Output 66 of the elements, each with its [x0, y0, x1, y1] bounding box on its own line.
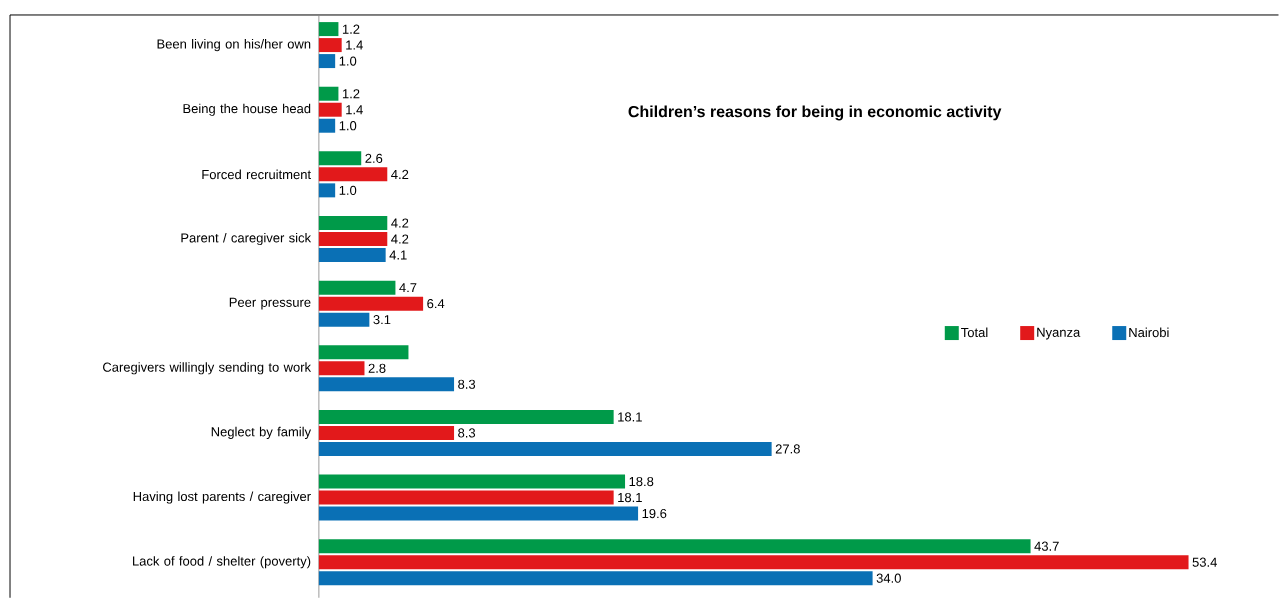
- data-label: 43.7: [1034, 541, 1059, 551]
- data-label: 3.1: [373, 314, 391, 325]
- y-tick-label: Forced recruitment: [202, 169, 311, 180]
- data-label: 18.1: [618, 492, 642, 503]
- bar: [318, 167, 388, 182]
- y-tick-label: Been living on his/her own: [157, 38, 311, 52]
- bar: [318, 231, 388, 246]
- bar: [318, 409, 614, 424]
- bar: [318, 215, 388, 230]
- bar: [318, 247, 386, 262]
- data-label: 18.8: [629, 476, 654, 487]
- y-tick-label: Caregivers willingly sending to work: [103, 362, 312, 375]
- bar: [318, 102, 342, 117]
- legend-label: Nairobi: [1129, 327, 1169, 338]
- bar: [318, 571, 873, 586]
- data-label: 8.3: [458, 379, 476, 389]
- y-tick-label: Peer pressure: [229, 297, 311, 310]
- bar: [318, 118, 336, 133]
- data-label: 1.0: [339, 185, 357, 195]
- bar: [318, 361, 365, 376]
- data-label: 6.4: [427, 298, 445, 309]
- y-tick-label: Parent / caregiver sick: [181, 232, 312, 245]
- bar: [318, 151, 362, 166]
- legend-label: Nyanza: [1037, 327, 1081, 340]
- data-label: 1.4: [346, 40, 363, 50]
- bar: [318, 345, 409, 360]
- data-label: 34.0: [876, 573, 901, 583]
- data-label: 4.7: [399, 283, 417, 292]
- bar: [318, 474, 626, 489]
- data-label: 4.1: [389, 250, 407, 260]
- data-label: 19.6: [642, 508, 667, 519]
- bar: [318, 183, 336, 198]
- data-label: 4.2: [391, 234, 409, 244]
- data-label: 4.2: [391, 218, 409, 228]
- bar: [318, 506, 639, 521]
- bar: [318, 539, 1031, 554]
- y-tick-label: Neglect by family: [211, 426, 312, 439]
- data-label: 2.8: [368, 363, 386, 373]
- data-label: 1.0: [339, 56, 357, 66]
- data-label: 27.8: [775, 444, 800, 454]
- data-label: 18.1: [618, 412, 642, 422]
- bar: [318, 86, 339, 101]
- data-label: 53.4: [1192, 557, 1217, 567]
- data-label: 1.4: [346, 105, 363, 115]
- bar: [318, 53, 336, 68]
- bar: [318, 37, 342, 52]
- data-label: 2.6: [365, 153, 383, 163]
- bar: [318, 555, 1189, 570]
- data-label: 1.2: [342, 24, 360, 34]
- bar: [318, 296, 424, 311]
- legend-label: Total: [961, 327, 988, 338]
- bar: [318, 312, 370, 327]
- data-label: 8.3: [458, 428, 476, 438]
- bar: [318, 377, 455, 392]
- y-tick-label: Having lost parents / caregiver: [133, 491, 311, 504]
- text: Children’s reasons for being in economic activity: [628, 105, 1002, 121]
- y-tick-label: Being the house head: [183, 103, 311, 116]
- bar: [318, 490, 614, 505]
- bar: [318, 425, 455, 440]
- bar: [318, 280, 396, 295]
- data-label: 1.0: [339, 120, 357, 131]
- y-tick-label: Lack of food / shelter (poverty): [133, 556, 311, 569]
- data-label: 4.2: [391, 169, 409, 179]
- bar: [318, 21, 339, 36]
- bar: [318, 441, 772, 456]
- data-label: 1.2: [342, 89, 360, 99]
